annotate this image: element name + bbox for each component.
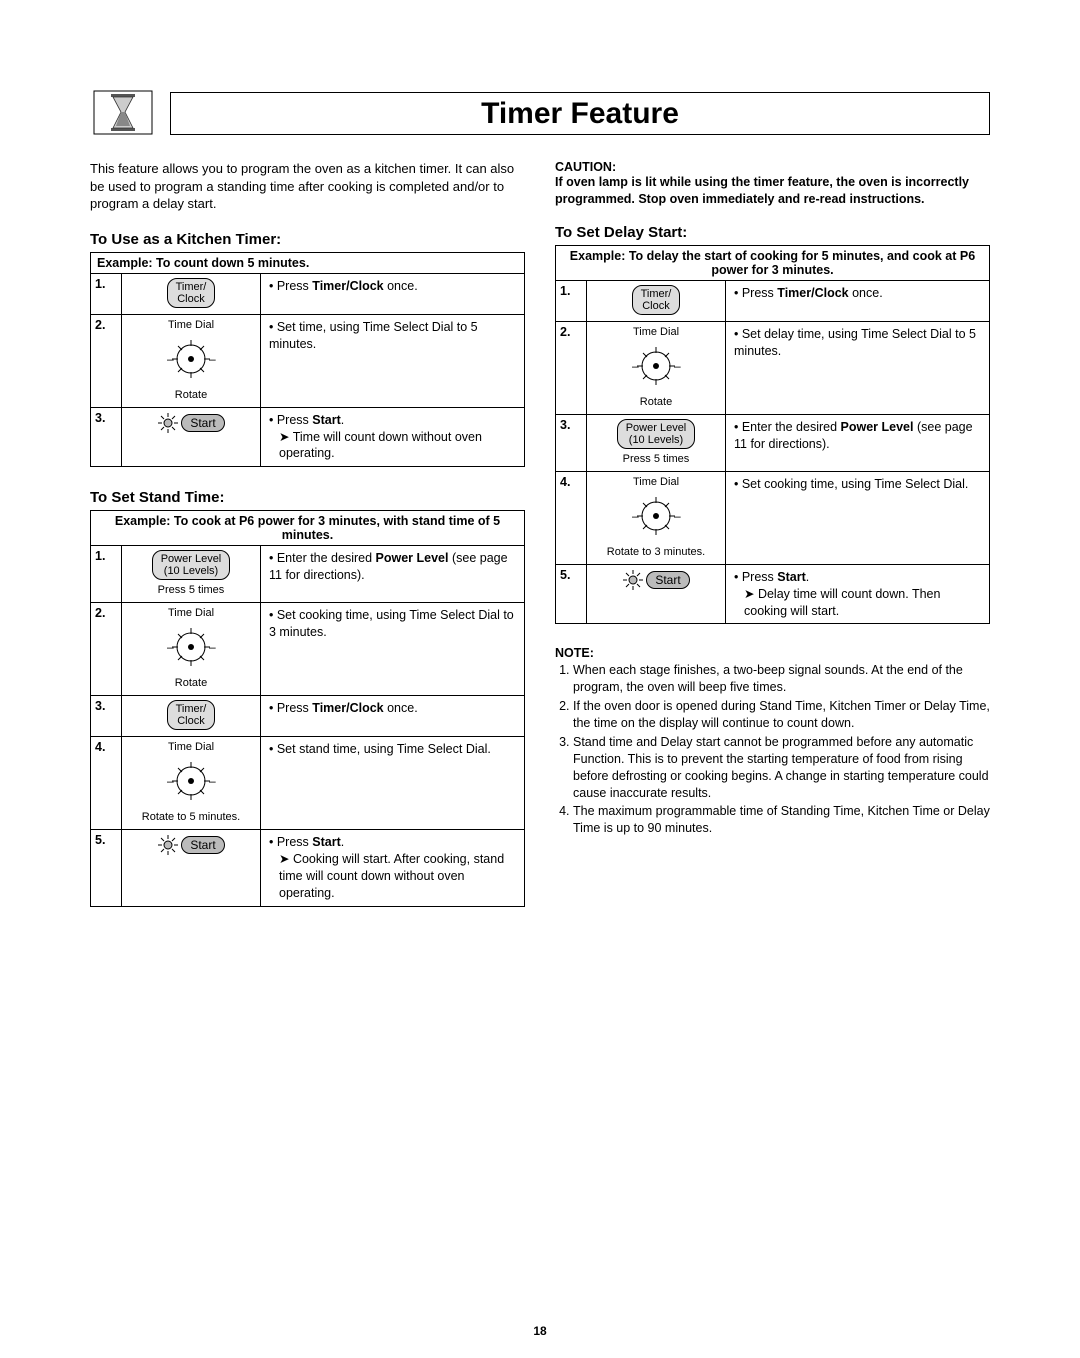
table-row: 1. Timer/Clock • Press Timer/Clock once. xyxy=(556,280,990,321)
svg-text:–: – xyxy=(167,352,174,366)
svg-text:–: – xyxy=(632,359,639,373)
header: Timer Feature xyxy=(90,90,990,135)
list-item: Stand time and Delay start cannot be pro… xyxy=(573,734,990,802)
table-row: 2. Time Dial –– Rotate • Set delay time,… xyxy=(556,321,990,414)
note-heading: NOTE: xyxy=(555,646,990,660)
stand-time-example: Example: To cook at P6 power for 3 minut… xyxy=(91,511,525,546)
table-row: 3. Power Level(10 Levels) Press 5 times … xyxy=(556,414,990,471)
start-button-icon: Start xyxy=(157,834,224,856)
start-button-icon: Start xyxy=(157,412,224,434)
start-button-icon: Start xyxy=(622,569,689,591)
time-dial-icon: –– xyxy=(161,756,221,809)
delay-start-heading: To Set Delay Start: xyxy=(555,224,990,241)
list-item: If the oven door is opened during Stand … xyxy=(573,698,990,732)
power-level-button: Power Level(10 Levels) xyxy=(152,550,231,580)
table-row: 5. Start • Press Start. ➤ Delay time wil… xyxy=(556,564,990,624)
svg-text:–: – xyxy=(209,352,216,366)
kitchen-timer-example: Example: To count down 5 minutes. xyxy=(91,252,525,273)
delay-start-example: Example: To delay the start of cooking f… xyxy=(556,245,990,280)
time-dial-icon: –– xyxy=(161,334,221,387)
time-dial-icon: –– xyxy=(626,341,686,394)
table-row: 3. Timer/Clock • Press Timer/Clock once. xyxy=(91,696,525,737)
table-row: 2. Time Dial –– Rotate • Set cooking tim… xyxy=(91,603,525,696)
title-box: Timer Feature xyxy=(170,92,990,135)
table-row: 2. Time Dial xyxy=(91,314,525,407)
svg-text:–: – xyxy=(674,509,681,523)
stand-time-heading: To Set Stand Time: xyxy=(90,489,525,506)
stand-time-table: Example: To cook at P6 power for 3 minut… xyxy=(90,510,525,907)
svg-text:–: – xyxy=(167,640,174,654)
svg-text:–: – xyxy=(632,509,639,523)
delay-start-table: Example: To delay the start of cooking f… xyxy=(555,245,990,625)
note-list: When each stage finishes, a two-beep sig… xyxy=(555,662,990,837)
time-dial-icon: –– xyxy=(161,622,221,675)
svg-text:–: – xyxy=(209,640,216,654)
svg-text:–: – xyxy=(209,774,216,788)
power-level-button: Power Level(10 Levels) xyxy=(617,419,696,449)
svg-text:–: – xyxy=(167,774,174,788)
svg-text:–: – xyxy=(674,359,681,373)
list-item: When each stage finishes, a two-beep sig… xyxy=(573,662,990,696)
kitchen-timer-table: Example: To count down 5 minutes. 1. Tim… xyxy=(90,252,525,468)
intro-text: This feature allows you to program the o… xyxy=(90,160,525,213)
table-row: 4. Time Dial –– Rotate to 3 minutes. • S… xyxy=(556,471,990,564)
table-row: 1. Timer/Clock • Press Timer/Clock once. xyxy=(91,273,525,314)
timer-clock-button: Timer/Clock xyxy=(632,285,681,315)
page-number: 18 xyxy=(0,1324,1080,1338)
hourglass-icon xyxy=(90,90,155,135)
table-row: 1. Power Level(10 Levels) Press 5 times … xyxy=(91,546,525,603)
list-item: The maximum programmable time of Standin… xyxy=(573,803,990,837)
table-row: 4. Time Dial –– Rotate to 5 minutes. • S… xyxy=(91,737,525,830)
table-row: 5. Start • Press Start. ➤ Cooking will s… xyxy=(91,830,525,907)
page-title: Timer Feature xyxy=(481,97,679,130)
time-dial-icon: –– xyxy=(626,491,686,544)
table-row: 3. Start • Press Start. ➤ Time will coun… xyxy=(91,407,525,467)
kitchen-timer-heading: To Use as a Kitchen Timer: xyxy=(90,231,525,248)
caution-body: If oven lamp is lit while using the time… xyxy=(555,174,990,208)
caution-heading: CAUTION: xyxy=(555,160,990,174)
timer-clock-button: Timer/Clock xyxy=(167,278,216,308)
timer-clock-button: Timer/Clock xyxy=(167,700,216,730)
